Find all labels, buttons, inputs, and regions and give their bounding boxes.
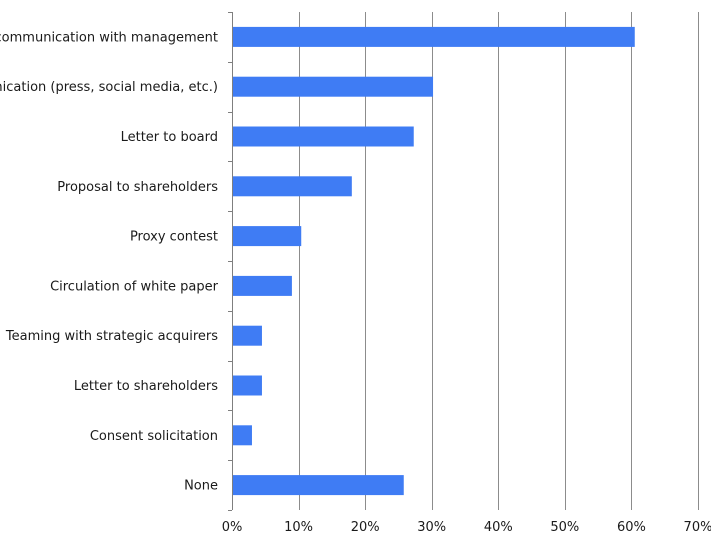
category-label: Circulation of white paper (50, 279, 219, 294)
x-tick-label: 60% (617, 520, 646, 535)
bar-10 (232, 475, 404, 496)
category-labels: Private communication with management Pub… (0, 30, 219, 493)
category-label: Consent solicitation (90, 429, 218, 444)
x-tick-label: 50% (550, 520, 579, 535)
x-tick-label: 0% (222, 520, 243, 535)
bar-6 (232, 275, 292, 296)
bar-4 (232, 176, 352, 197)
category-label: Letter to shareholders (74, 379, 218, 394)
bar-7 (232, 325, 262, 346)
x-tick-label: 30% (417, 520, 446, 535)
bars (232, 26, 635, 496)
bar-5 (232, 226, 302, 247)
x-tick-label: 40% (484, 520, 513, 535)
bar-8 (232, 375, 262, 396)
x-tick-label: 10% (284, 520, 313, 535)
category-label: Letter to board (121, 130, 218, 145)
x-tick-label: 70% (684, 520, 711, 535)
category-label: Proposal to shareholders (57, 180, 218, 195)
bar-3 (232, 126, 414, 147)
x-tick-label: 20% (351, 520, 380, 535)
axes (228, 12, 233, 511)
category-label: Private communication with management (0, 30, 218, 45)
category-label: None (184, 479, 218, 494)
category-label: Teaming with strategic acquirers (5, 329, 218, 344)
x-tick-labels: 0% 10% 20% 30% 40% 50% 60% 70% (222, 520, 711, 535)
bar-1 (232, 26, 635, 47)
bar-9 (232, 425, 252, 446)
bar-2 (232, 76, 434, 97)
category-label: Proxy contest (130, 230, 218, 245)
category-label: Public communication (press, social medi… (0, 80, 218, 95)
